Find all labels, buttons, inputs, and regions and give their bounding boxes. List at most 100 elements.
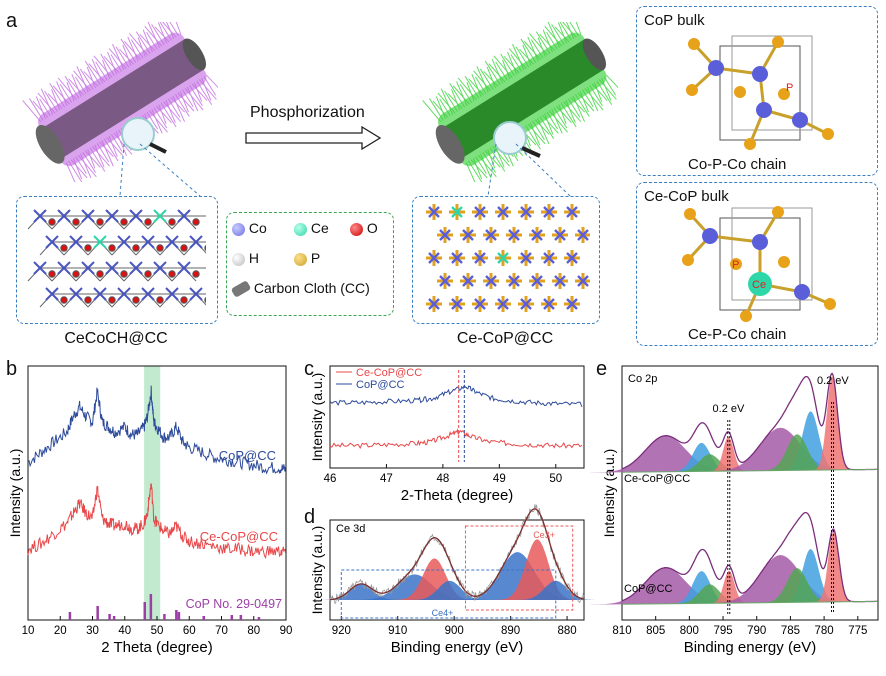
process-arrow [245, 126, 382, 150]
d-fit-envelope [329, 508, 585, 601]
b-legend-cop: CoP@CC [219, 448, 276, 463]
d-tick-label-2: 900 [445, 625, 464, 637]
panel-b-label: b [6, 358, 18, 380]
c-legend-0: Ce-CoP@CC [356, 367, 422, 379]
cecop-bulk-title: Ce-CoP bulk [644, 188, 729, 205]
e-1-peak-3 [707, 570, 751, 604]
purple-nanowire-rod [22, 22, 218, 182]
legend-cc: Carbon Cloth (CC) [253, 280, 370, 296]
c-tick-label-3: 49 [493, 473, 506, 485]
panel-a-label: a [6, 10, 18, 32]
e-tick-label-4: 790 [747, 625, 766, 637]
e-0-peak-3 [706, 436, 750, 472]
zoom-connector-right [487, 143, 571, 197]
cop-p-label: P [786, 82, 793, 94]
e-shift-label-2: 0.2 eV [817, 375, 849, 387]
e-title: Co 2p [628, 373, 657, 385]
p-atom-icon [294, 252, 307, 266]
o-atom-icon [350, 222, 363, 236]
c-ylabel: Intensity (a.u.) [309, 373, 325, 462]
b-tick-label-5: 60 [183, 625, 196, 637]
e-0-peak-1 [666, 442, 737, 472]
cecop-chain-label: Ce-P-Co chain [688, 326, 787, 343]
cecop-bulk-structure: Ce P [682, 206, 836, 322]
b-tick-label-8: 90 [280, 625, 293, 637]
legend-co: Co [248, 220, 267, 236]
b-tick-label-7: 80 [247, 625, 260, 637]
legend-ce: Ce [310, 220, 329, 236]
co-atom-icon [232, 222, 245, 236]
e-tick-label-1: 805 [646, 625, 665, 637]
d-tick-label-1: 910 [388, 625, 407, 637]
b-tick-label-2: 30 [86, 625, 99, 637]
cecop-caption: Ce-CoP@CC [456, 330, 554, 347]
atom-legend-box [226, 212, 394, 316]
legend-h: H [248, 250, 260, 266]
ce-atom-label: Ce [752, 279, 766, 291]
cecoch-lattice [27, 209, 206, 308]
ce-atom-icon [294, 222, 307, 236]
b-xlabel: 2 Theta (degree) [101, 639, 212, 656]
cecop-bulk-box [636, 182, 878, 346]
e-1-peak-4 [699, 555, 862, 604]
e-1-peak-6 [756, 568, 838, 603]
d-frame [329, 519, 585, 621]
b-ylabel: Intensity (a.u.) [7, 449, 23, 538]
e-0-peak-4 [699, 427, 862, 472]
c-tick-label-2: 48 [436, 473, 449, 485]
cecop-lattice [426, 204, 590, 312]
b-series-1 [27, 483, 286, 560]
e-0-peak-6 [756, 434, 838, 471]
cop-chain-label: Co-P-Co chain [688, 156, 787, 173]
d-tick-label-4: 880 [557, 625, 576, 637]
b-tick-label-4: 50 [151, 625, 164, 637]
b-legend-cecop: Ce-CoP@CC [200, 529, 278, 544]
e-1-peak-5 [778, 549, 843, 603]
panel-c-label: c [304, 358, 314, 380]
e-0-peak-2 [669, 454, 750, 472]
d-tick-label-0: 920 [332, 625, 351, 637]
e-0-baseline [621, 468, 879, 473]
e-series-label-1: CoP@CC [624, 583, 673, 595]
b-tick-label-0: 10 [22, 625, 35, 637]
magnifier-icon [121, 117, 155, 151]
b-tick-label-6: 70 [215, 625, 228, 637]
d-tick-label-3: 890 [501, 625, 520, 637]
d-peak-2 [389, 558, 480, 600]
b-series-0 [27, 385, 286, 475]
c-legend-1: CoP@CC [356, 379, 405, 391]
cecop-structure-box [412, 196, 600, 324]
panel-e-label: e [596, 358, 608, 380]
c-tick-label-4: 50 [549, 473, 562, 485]
d-ce3-label: Ce3+ [533, 530, 555, 540]
panel-d-label: d [304, 506, 316, 528]
e-shift-label-1: 0.2 eV [713, 403, 745, 415]
e-tick-label-5: 785 [781, 625, 800, 637]
c-series-0 [329, 428, 583, 450]
b-tick-label-3: 40 [118, 625, 131, 637]
c-tick-label-0: 46 [324, 473, 337, 485]
d-peak-4 [449, 552, 586, 600]
zoom-connector-left [119, 143, 201, 197]
e-tick-label-3: 795 [713, 625, 732, 637]
e-xlabel: Binding energy (eV) [684, 639, 817, 656]
e-1-envelope [621, 511, 878, 603]
phosphorization-label: Phosphorization [250, 104, 365, 121]
b-tick-label-1: 20 [54, 625, 67, 637]
legend-o: O [366, 220, 378, 236]
cop-bulk-box [636, 6, 878, 176]
c-frame [329, 365, 585, 469]
e-tick-label-2: 800 [680, 625, 699, 637]
e-ylabel: Intensity (a.u.) [601, 449, 617, 538]
d-ylabel: Intensity (a.u.) [309, 526, 325, 615]
b-ref-label: CoP No. 29-0497 [186, 597, 282, 611]
e-0-peak-0 [584, 435, 747, 473]
e-tick-label-6: 780 [815, 625, 834, 637]
d-ce4-label: Ce4+ [432, 608, 454, 618]
e-1-peak-1 [666, 571, 737, 604]
e-tick-label-0: 810 [612, 625, 631, 637]
e-series-label-0: Ce-CoP@CC [624, 473, 690, 485]
d-peak-3 [404, 580, 495, 600]
d-peak-0 [315, 584, 407, 600]
